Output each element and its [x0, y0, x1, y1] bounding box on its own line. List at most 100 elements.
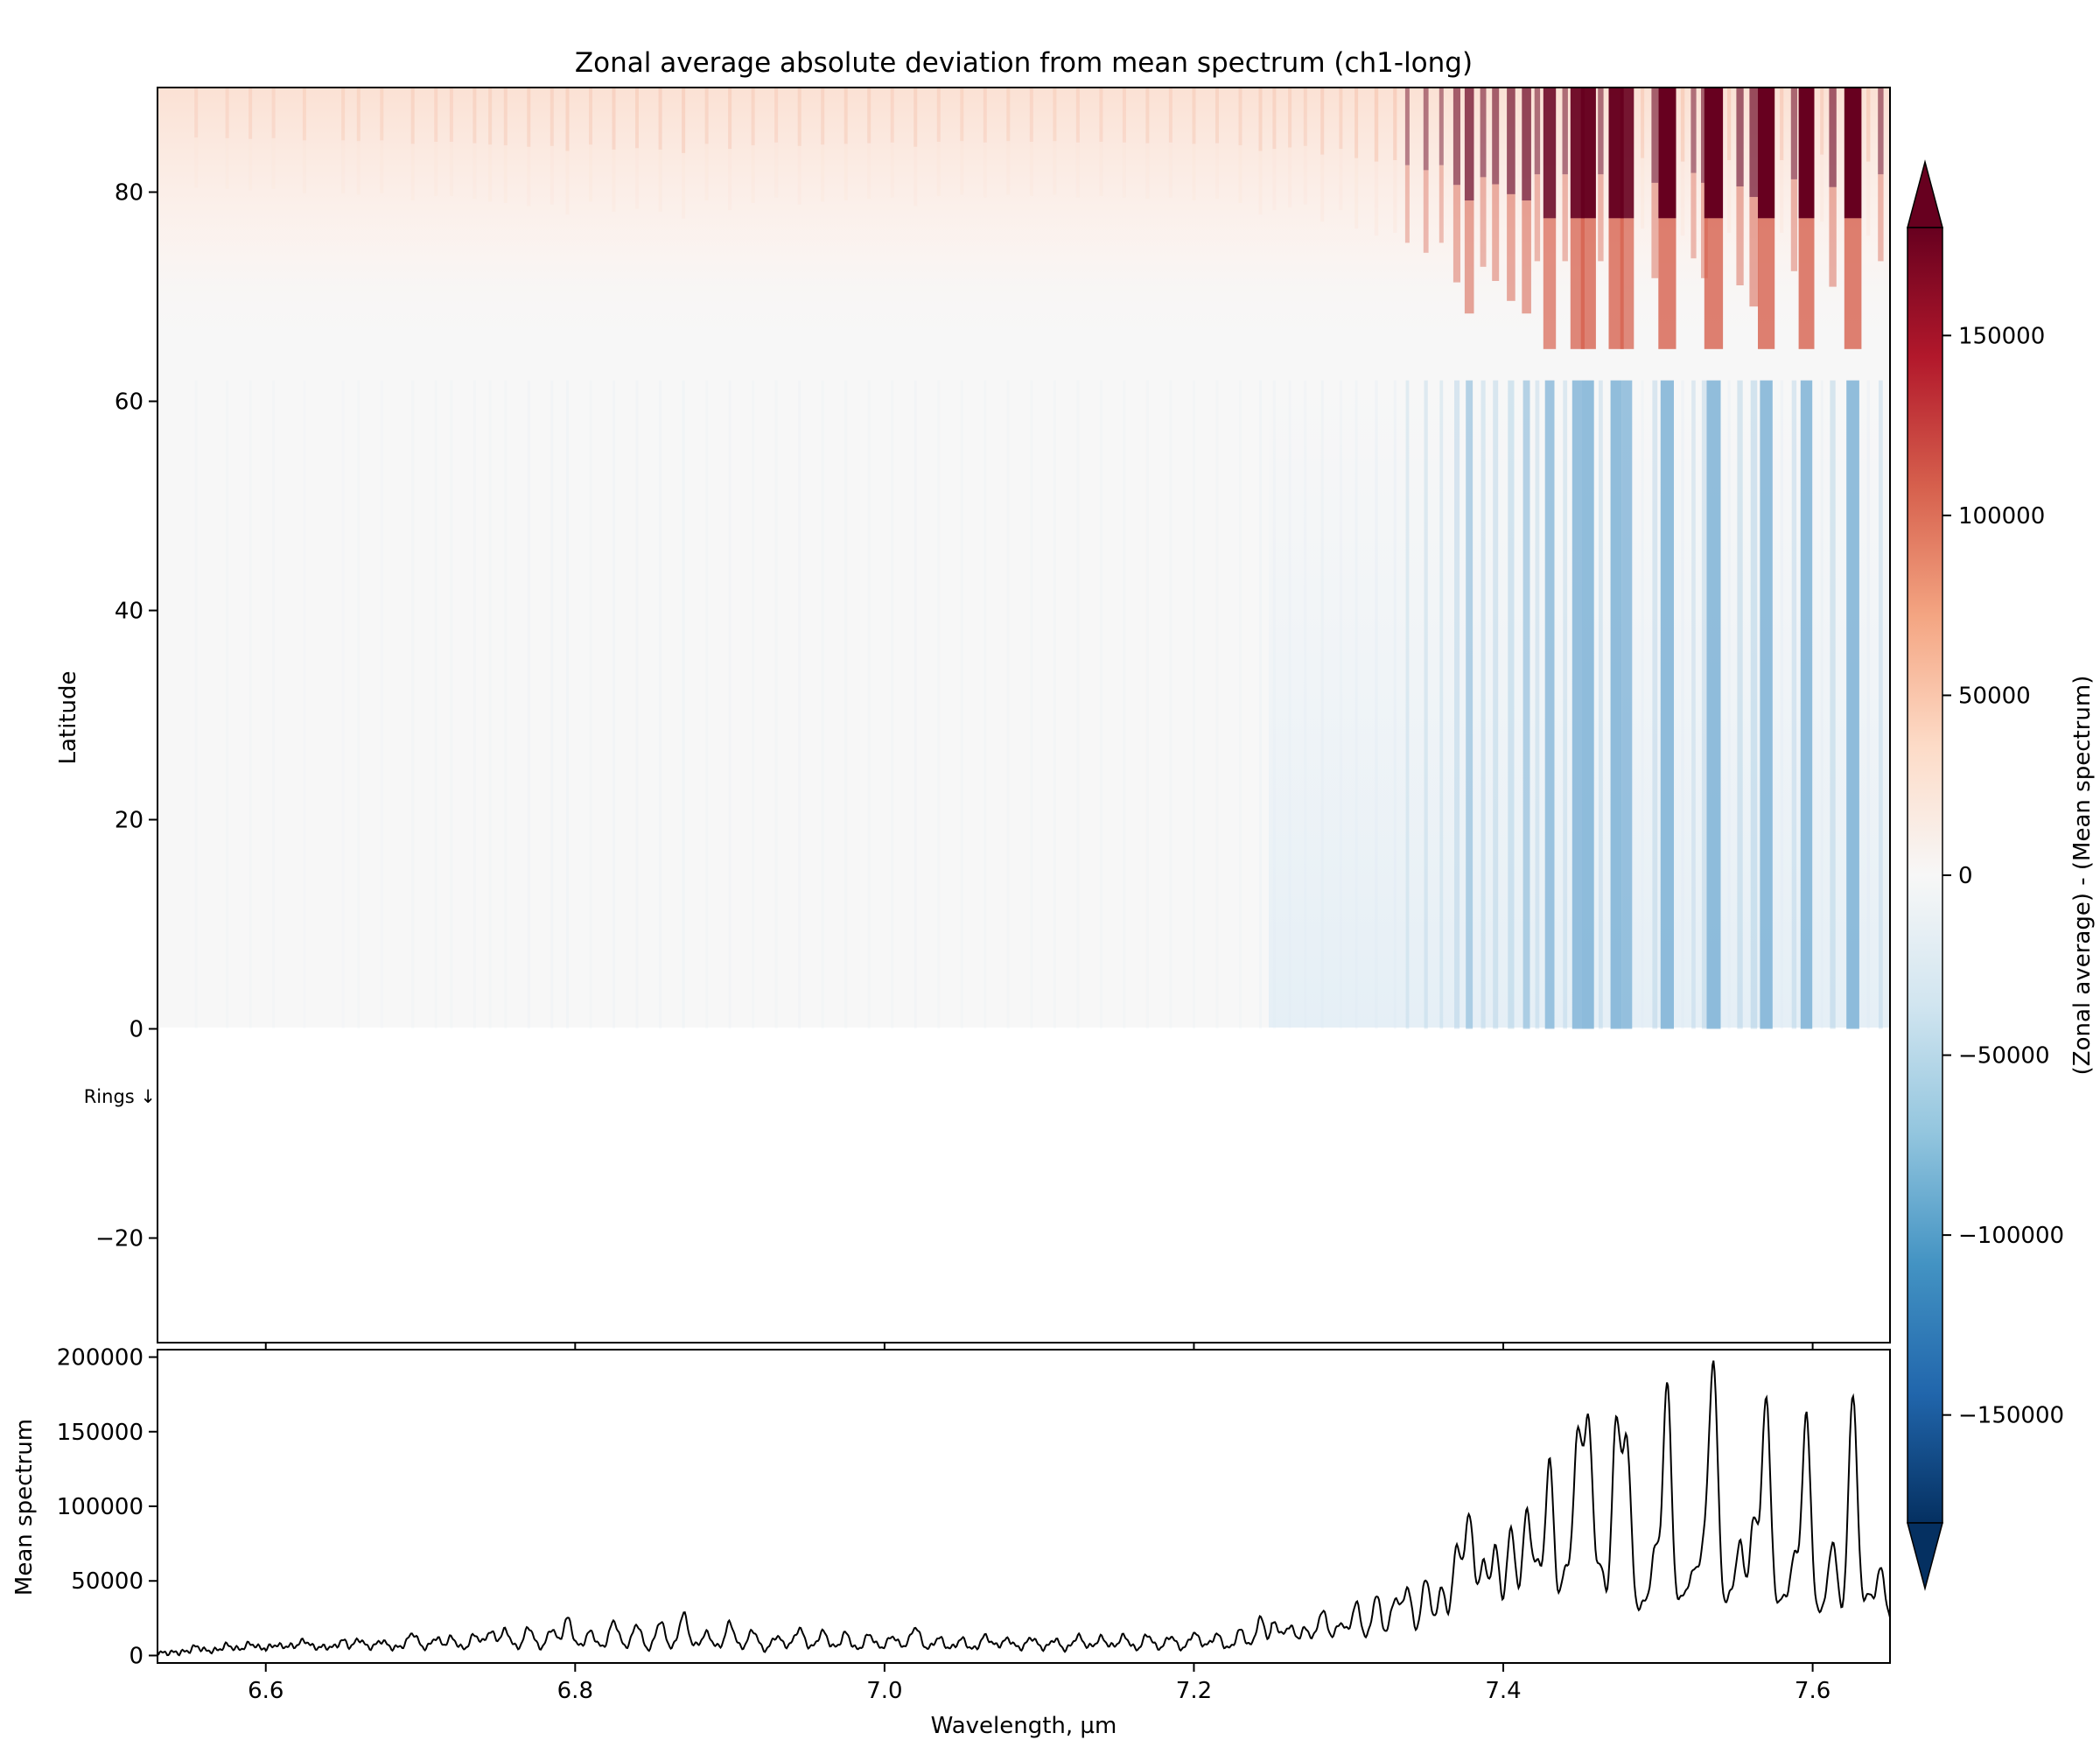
heatmap-stripe-polar	[550, 88, 554, 146]
heatmap-stripe-lowlat	[1727, 380, 1731, 1029]
heatmap-stripe-polar	[1339, 149, 1343, 211]
heatmap-stripe-polar	[1790, 88, 1797, 179]
spectrum-y-tick-label: 150000	[57, 1420, 144, 1446]
heatmap-stripe-polar	[751, 145, 755, 203]
heatmap-stripe-polar	[271, 137, 276, 189]
heatmap-stripe-lowlat	[1320, 380, 1324, 1029]
heatmap-stripe-polar	[271, 88, 276, 138]
heatmap-stripe-polar	[1053, 141, 1057, 195]
chart-title: Zonal average absolute deviation from me…	[575, 47, 1473, 79]
heatmap-stripe-polar	[1238, 145, 1242, 203]
colorbar-extend-top	[1907, 159, 1943, 228]
heatmap-stripe-lowlat	[1006, 380, 1010, 1029]
heatmap-stripe-polar	[1844, 88, 1862, 219]
colorbar-ticks: 150000 100000 50000 0 −50000 −100000 −150000	[1942, 323, 2064, 1429]
heatmap-stripe-polar	[797, 88, 802, 146]
spectrum-x-axis-ticks: 6.6 6.8 7.0 7.2 7.4 7.6	[248, 1663, 1830, 1704]
heatmap-stripe-polar	[1758, 88, 1775, 219]
heatmap-stripe-polar	[1339, 88, 1343, 150]
spectrum-y-tick-label: 0	[129, 1643, 144, 1669]
heatmap-stripe-polar	[1704, 88, 1724, 219]
heatmap-stripe-polar	[1320, 154, 1325, 222]
heatmap-y-tick-label: 40	[115, 599, 144, 625]
heatmap-stripe-lowlat	[612, 380, 615, 1029]
heatmap-stripe-lowlat	[1866, 380, 1870, 1029]
heatmap-stripe-polar	[1145, 143, 1150, 200]
heatmap-stripe-polar	[248, 138, 253, 191]
heatmap-stripe-polar	[1423, 170, 1429, 253]
heatmap-stripe-polar	[1829, 186, 1837, 287]
heatmap-stripe-polar	[1374, 88, 1379, 162]
heatmap-stripe-lowlat	[960, 380, 963, 1029]
heatmap-stripe-polar	[1690, 172, 1697, 259]
heatmap-stripe-polar	[612, 149, 616, 212]
heatmap-stripe-polar	[1075, 88, 1080, 143]
heatmap-stripe-lowlat	[1563, 380, 1568, 1029]
heatmap-stripe-lowlat	[1053, 380, 1056, 1029]
heatmap-stripe-polar	[728, 88, 732, 150]
heatmap-stripe-lowlat	[1691, 380, 1696, 1029]
heatmap-stripes	[194, 88, 1884, 1029]
heatmap-frame	[157, 87, 1891, 1344]
heatmap-stripe-lowlat	[1701, 380, 1707, 1029]
spectrum-y-tick-label: 50000	[71, 1568, 144, 1595]
heatmap-stripe-polar	[914, 88, 918, 147]
heatmap-stripe-polar	[682, 152, 686, 219]
heatmap-stripe-polar	[1122, 142, 1126, 198]
heatmap-stripe-lowlat	[1641, 380, 1644, 1029]
heatmap-stripe-lowlat	[550, 380, 554, 1029]
heatmap-stripe-lowlat	[937, 380, 941, 1029]
heatmap-stripe-polar	[1534, 88, 1541, 175]
heatmap-stripe-lowlat	[867, 380, 871, 1029]
heatmap-y-tick-label: 80	[115, 180, 144, 207]
heatmap-stripe-lowlat	[1791, 380, 1797, 1029]
heatmap-stripe-polar	[225, 88, 229, 138]
heatmap-stripe-polar	[936, 142, 941, 196]
heatmap-stripe-lowlat	[1760, 380, 1773, 1029]
heatmap-stripe-polar	[914, 146, 918, 207]
heatmap-stripe-polar	[302, 140, 306, 193]
heatmap-stripe-polar	[1404, 165, 1410, 243]
heatmap-stripe-polar	[844, 88, 848, 144]
heatmap-stripe-lowlat	[1544, 380, 1555, 1029]
heatmap-stripe-polar	[1492, 184, 1500, 281]
heatmap-stripe-polar	[867, 143, 872, 200]
heatmap-stripe-polar	[302, 88, 306, 141]
heatmap-stripe-lowlat	[1145, 380, 1149, 1029]
heatmap-stripe-polar	[1480, 88, 1487, 178]
heatmap-stripe-polar	[1192, 88, 1196, 144]
heatmap-y-tick-label: −20	[95, 1226, 144, 1252]
heatmap-stripe-polar	[1736, 88, 1744, 186]
heatmap-stripe-polar	[1354, 88, 1359, 158]
heatmap-stripe-lowlat	[341, 380, 345, 1029]
heatmap-stripe-polar	[1006, 88, 1011, 142]
heatmap-stripe-polar	[1580, 88, 1596, 219]
heatmap-stripe-polar	[960, 141, 964, 195]
heatmap-stripe-polar	[1543, 88, 1557, 219]
spectrum-y-axis-label: Mean spectrum	[11, 1419, 38, 1596]
heatmap-stripe-polar	[410, 144, 415, 200]
heatmap-stripe-polar	[1658, 218, 1676, 349]
heatmap-stripe-lowlat	[1304, 380, 1307, 1029]
heatmap-stripe-polar	[1878, 88, 1884, 175]
heatmap-stripe-lowlat	[1535, 380, 1540, 1029]
heatmap-stripe-lowlat	[1076, 380, 1080, 1029]
heatmap-stripe-lowlat	[1820, 380, 1824, 1029]
heatmap-stripe-polar	[890, 88, 894, 143]
heatmap-stripe-lowlat	[504, 380, 508, 1029]
heatmap-stripe-polar	[1727, 88, 1732, 160]
heatmap-stripe-polar	[704, 144, 709, 200]
heatmap-stripe-polar	[1507, 88, 1516, 194]
heatmap-stripe-polar	[341, 88, 346, 141]
heatmap-stripe-lowlat	[1572, 380, 1583, 1029]
heatmap-stripe-polar	[410, 88, 415, 144]
spectrum-y-tick-label: 100000	[57, 1494, 144, 1520]
heatmap-y-tick-label: 60	[115, 389, 144, 416]
heatmap-stripe-polar	[1749, 197, 1759, 307]
heatmap-stripe-polar	[1749, 88, 1759, 198]
heatmap-stripe-polar	[527, 146, 531, 207]
colorbar-tick-label: 150000	[1958, 323, 2045, 349]
spectrum-frame	[157, 1349, 1891, 1664]
spectrum-y-tick-label: 200000	[57, 1345, 144, 1372]
heatmap-stripe-lowlat	[798, 380, 802, 1029]
